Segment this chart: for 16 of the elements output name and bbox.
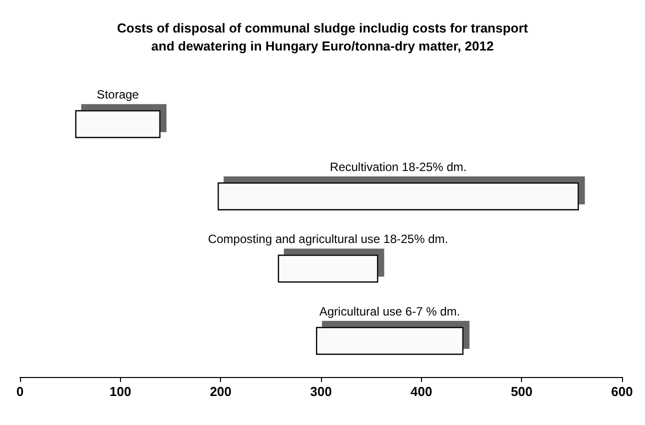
x-tick-label: 400 — [410, 384, 432, 399]
y-tick-label: Agricultural use 6-7 % dm. — [319, 304, 460, 318]
x-tick-label: 500 — [510, 384, 533, 399]
bar — [316, 326, 464, 355]
bar — [278, 254, 378, 283]
x-tick-label: 200 — [210, 384, 232, 399]
x-tick-label: 300 — [310, 384, 332, 399]
chart-title: Costs of disposal of communal sludge includig costs for transport and dewatering in Hungary Euro/tonna-dry matter, 2012 — [117, 20, 529, 54]
x-tick-label: 100 — [109, 384, 132, 399]
bar — [75, 110, 160, 138]
y-tick-label: Storage — [96, 88, 140, 102]
y-tick-label: Composting and agricultural use 18-25% dm. — [208, 232, 448, 246]
bar — [218, 182, 579, 210]
x-tick-label: 0 — [16, 384, 24, 399]
x-tick-label: 600 — [611, 384, 633, 399]
y-tick-label: Recultivation 18-25% dm. — [330, 160, 467, 174]
